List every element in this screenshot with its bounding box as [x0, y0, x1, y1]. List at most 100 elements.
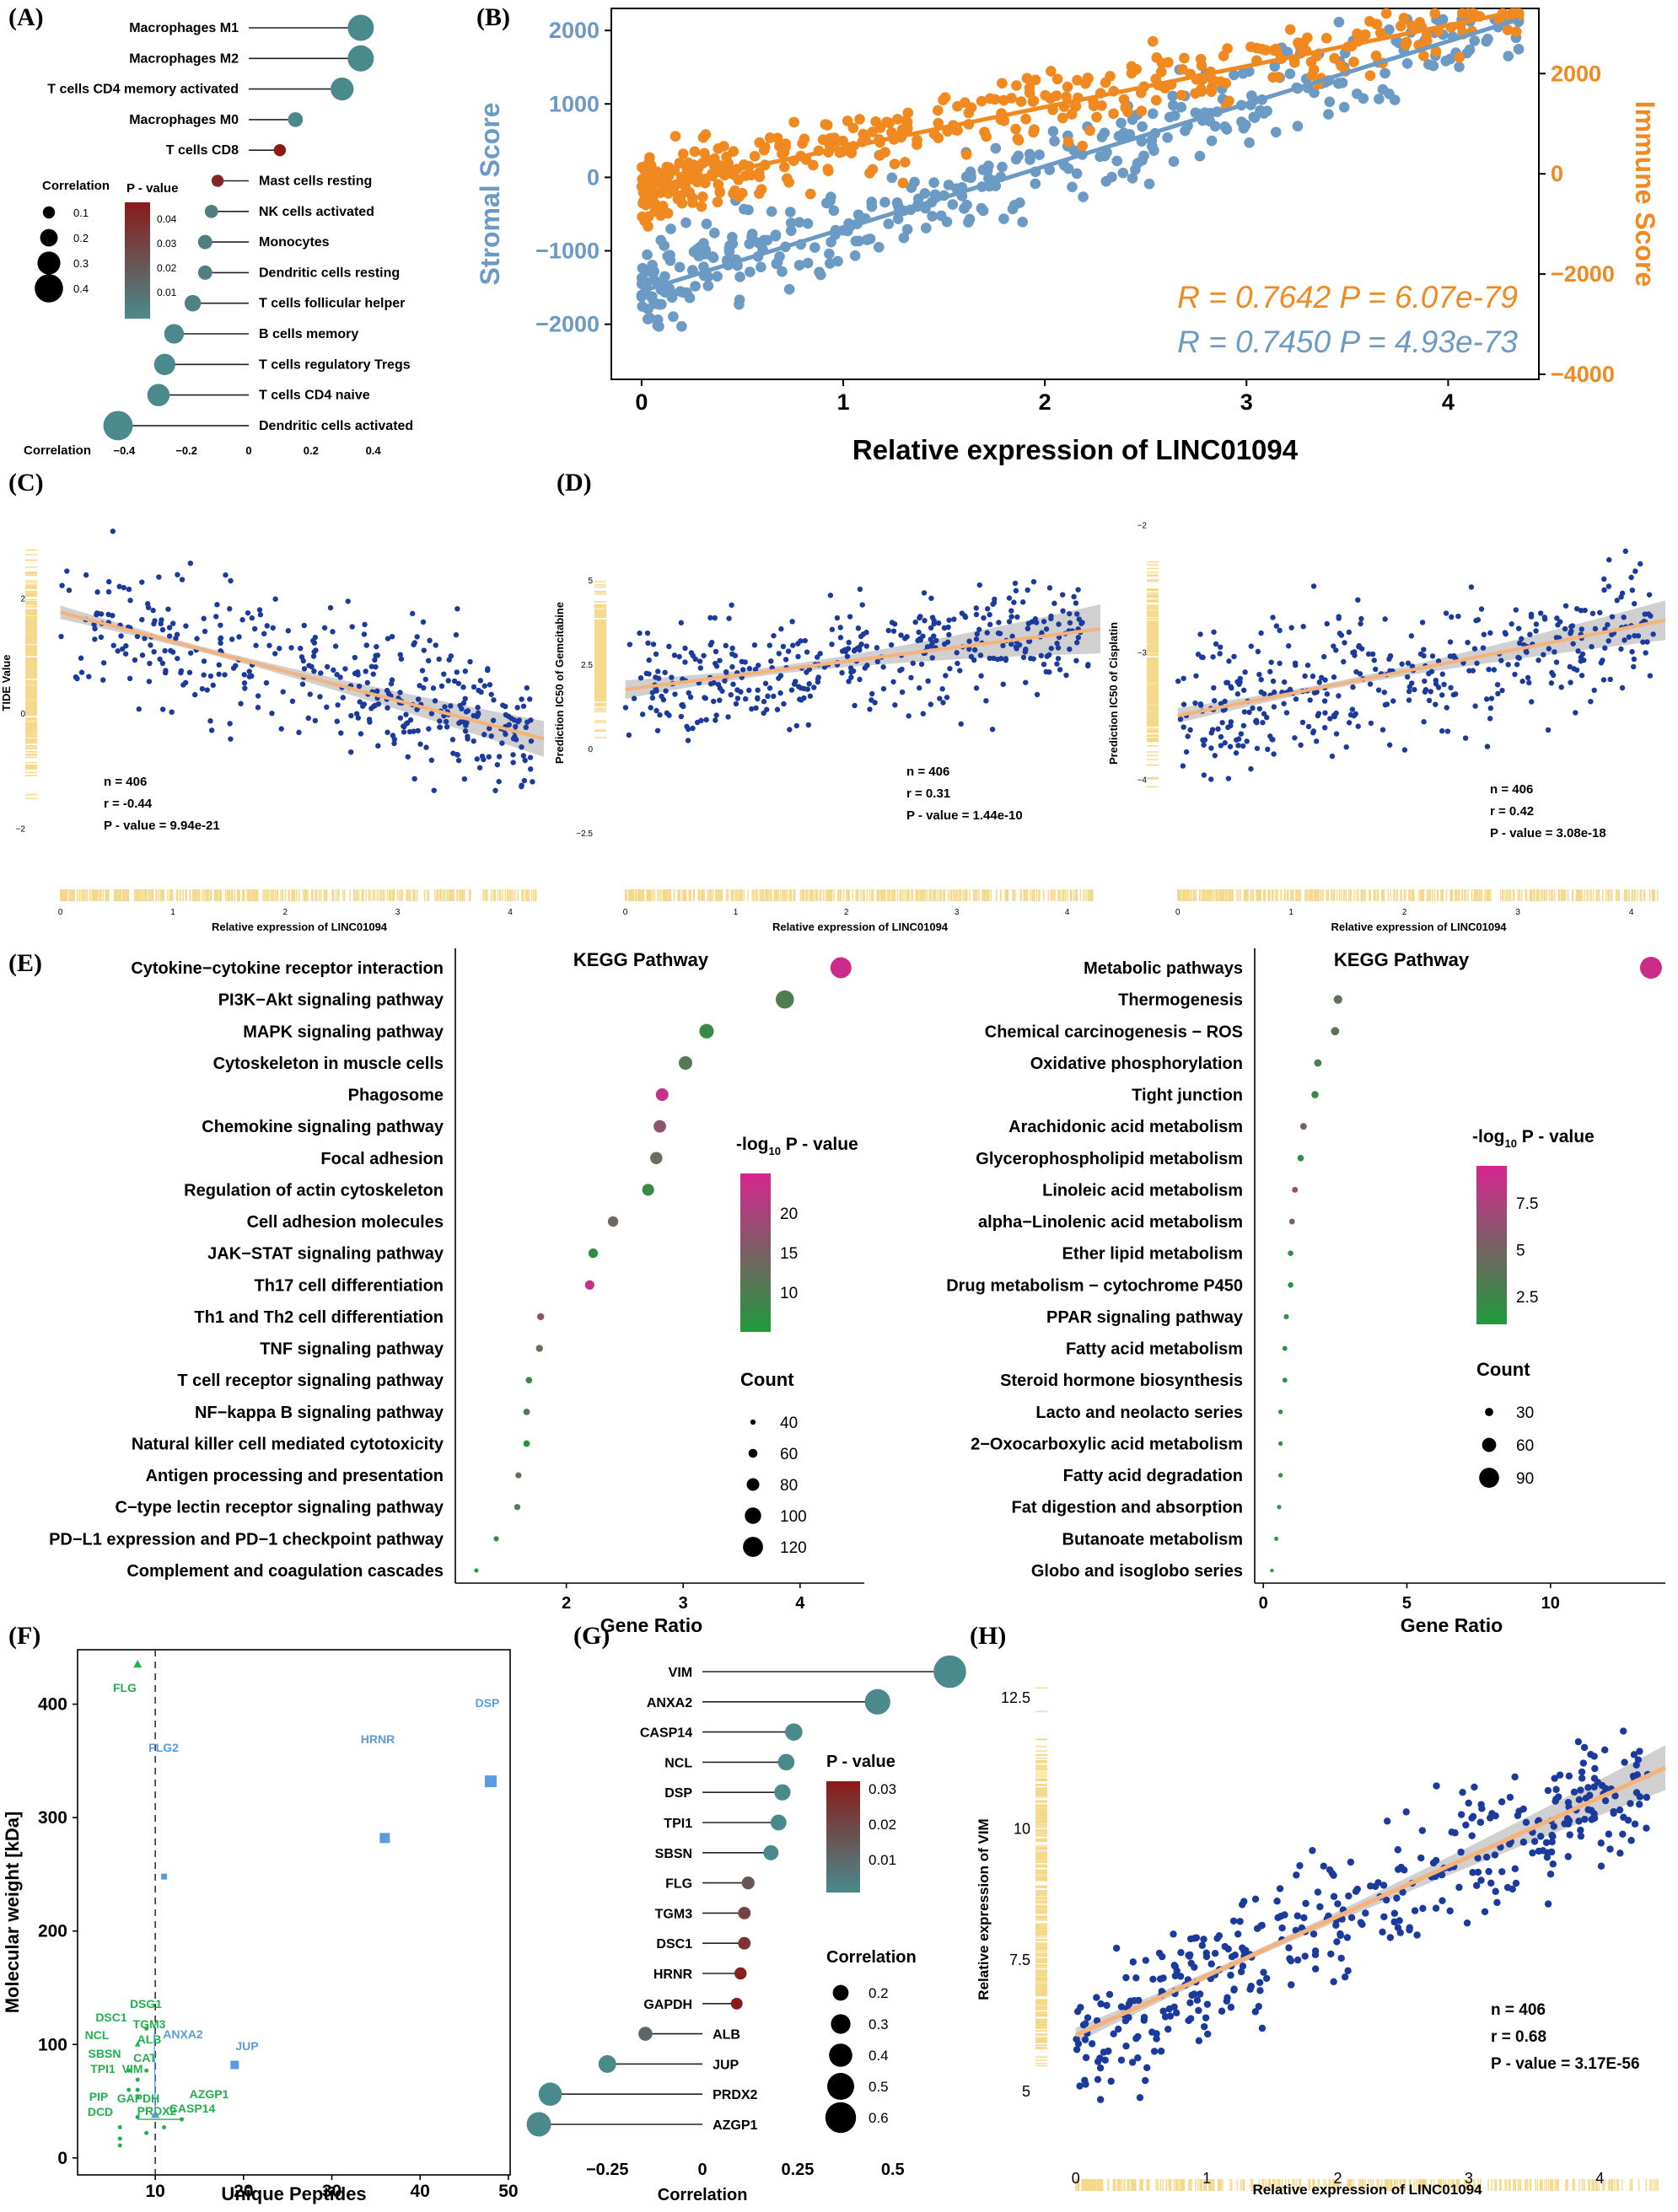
- scatter-point: [1007, 595, 1012, 600]
- scatter-point: [1479, 606, 1484, 611]
- scatter-point: [214, 602, 219, 607]
- scatter-point: [1495, 691, 1500, 696]
- scatter-point: [213, 614, 218, 619]
- x-tick-label: −0.25: [586, 2161, 629, 2179]
- y-left-tick-label: −1000: [535, 239, 600, 264]
- scatter-point: [1008, 614, 1014, 619]
- lollipop-dot: [154, 354, 175, 375]
- scatter-point: [423, 677, 428, 682]
- pathway-label: PI3K−Akt signaling pathway: [218, 991, 444, 1010]
- scatter-point: [1228, 744, 1233, 749]
- scatter-point: [450, 750, 455, 755]
- scatter-point: [519, 784, 524, 789]
- pathway-label: MAPK signaling pathway: [243, 1023, 444, 1041]
- scatter-point: [519, 696, 524, 701]
- pathway-label: Fat digestion and absorption: [1012, 1499, 1243, 1517]
- legend-size-dot: [35, 274, 63, 303]
- scatter-point: [867, 706, 872, 711]
- immune-point: [1454, 52, 1465, 63]
- scatter-point: [1184, 749, 1189, 754]
- stat-p: P - value = 9.94e-21: [104, 819, 220, 833]
- pathway-dot: [1277, 1505, 1281, 1509]
- scatter-point: [640, 711, 645, 717]
- scatter-point: [1344, 744, 1349, 749]
- scatter-point: [713, 712, 718, 717]
- scatter-point: [852, 703, 857, 708]
- y-right-tick-label: −2000: [1551, 261, 1615, 287]
- scatter-point: [858, 587, 863, 592]
- scatter-point: [1524, 649, 1529, 654]
- scatter-point: [1485, 744, 1490, 749]
- stromal-point: [1137, 155, 1148, 166]
- legend-size-title: Count: [740, 1369, 794, 1390]
- scatter-point: [1239, 731, 1244, 736]
- pathway-dot: [1331, 1027, 1339, 1035]
- lollipop-dot: [734, 1968, 746, 1979]
- scatter-point: [491, 717, 496, 722]
- scatter-point: [1427, 698, 1432, 703]
- scatter-point: [666, 644, 671, 649]
- scatter-point: [512, 717, 517, 722]
- stromal-point: [739, 204, 750, 215]
- scatter-point: [317, 694, 322, 699]
- scatter-point: [698, 718, 703, 723]
- immune-point: [1028, 127, 1039, 138]
- stromal-point: [784, 284, 795, 295]
- gene-label: CASP14: [640, 1726, 692, 1741]
- scatter-point: [637, 631, 642, 636]
- stromal-point: [1195, 151, 1206, 162]
- scatter-point: [856, 625, 861, 631]
- stromal-point: [1148, 145, 1159, 156]
- pathway-dot: [536, 1345, 543, 1351]
- immune-point: [737, 188, 748, 199]
- color-scale-label: 20: [780, 1205, 798, 1223]
- scatter-point: [105, 612, 110, 617]
- scatter-point: [922, 618, 927, 623]
- scatter-point: [1261, 691, 1267, 696]
- scatter-point: [690, 652, 695, 658]
- gene-label: ANXA2: [647, 1696, 692, 1710]
- category-label: T cells CD8: [166, 143, 239, 158]
- scatter-point: [1225, 725, 1230, 730]
- y-right-axis-title: Immune Score: [1630, 101, 1660, 287]
- stromal-point: [1148, 109, 1159, 120]
- scatter-point: [875, 659, 880, 664]
- scatter-point: [1336, 693, 1341, 698]
- x-tick-label: 2: [1039, 389, 1051, 415]
- x-axis-title: Relative expression of LINC01094: [772, 921, 949, 933]
- immune-point: [1196, 54, 1207, 65]
- y-left-tick-label: −2000: [535, 312, 600, 337]
- scatter-point: [1028, 656, 1033, 661]
- pathway-label: Metabolic pathways: [1084, 959, 1243, 978]
- scatter-point: [1331, 674, 1336, 679]
- scatter-point: [239, 617, 245, 622]
- stromal-point: [703, 281, 714, 292]
- pathway-label: C−type lectin receptor signaling pathway: [115, 1499, 444, 1517]
- scatter-point: [1342, 640, 1347, 645]
- scatter-point: [1211, 630, 1216, 635]
- scatter-point: [362, 622, 367, 627]
- scatter-point: [446, 658, 451, 663]
- scatter-point: [864, 643, 869, 648]
- pathway-label: Thermogenesis: [1118, 991, 1243, 1010]
- immune-point: [1084, 126, 1095, 137]
- scatter-point: [936, 620, 941, 625]
- scatter-point: [401, 729, 406, 734]
- scatter-point: [886, 628, 891, 633]
- scatter-point: [955, 650, 960, 655]
- immune-stat-text: R = 0.7642 P = 6.07e-79: [1177, 280, 1518, 314]
- scatter-point: [1421, 647, 1426, 652]
- y-axis-title: Prediction IC50 of Cisplatin: [1107, 622, 1120, 765]
- scatter-point: [410, 611, 415, 616]
- color-scale-label: 0.03: [157, 238, 177, 250]
- scatter-point: [1000, 643, 1005, 648]
- scatter-point: [1347, 720, 1352, 725]
- immune-point: [961, 149, 972, 160]
- panel-label-e: (E): [8, 949, 42, 977]
- immune-point: [985, 94, 996, 105]
- scatter-point: [1622, 615, 1627, 620]
- pathway-dot: [653, 1120, 666, 1133]
- scatter-point: [801, 686, 806, 691]
- protein-label: FLG: [113, 1681, 137, 1694]
- scatter-point: [974, 636, 979, 642]
